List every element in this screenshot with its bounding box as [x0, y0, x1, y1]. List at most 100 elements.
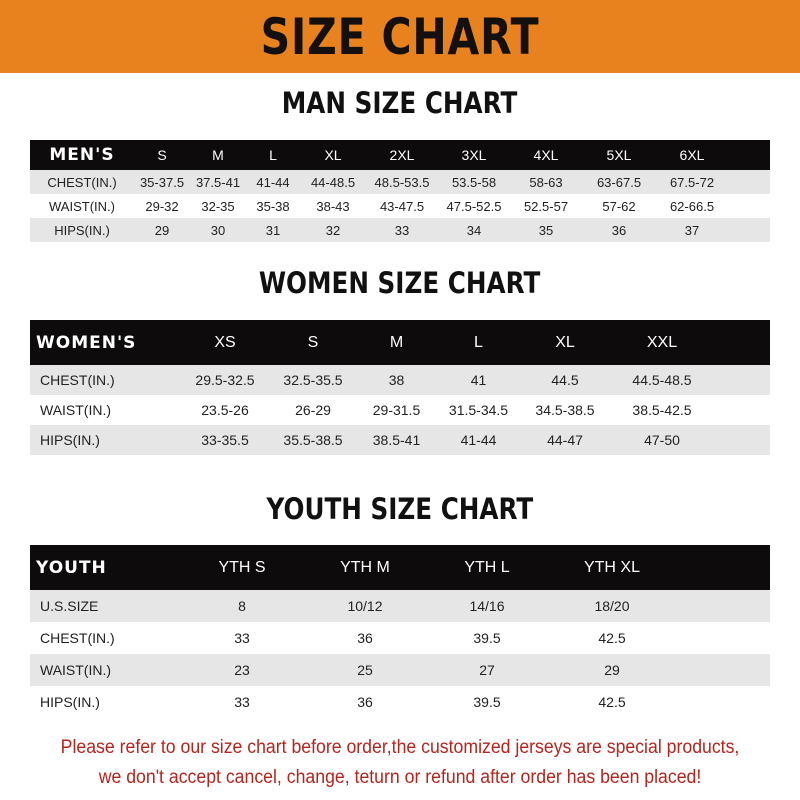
measurement-label: CHEST(IN.): [40, 630, 115, 646]
women-size-table: WOMEN'S XS S M L XL XXL CHEST(IN.) 29.5-32.5 32.5…: [30, 320, 770, 455]
size-column-header: 3XL: [461, 147, 487, 163]
table-cell: 36: [611, 222, 627, 238]
table-row: CHEST(IN.) 33 36 39.5 42.5: [30, 622, 770, 654]
table-cell: 29-31.5: [372, 402, 421, 418]
size-column-header: YTH L: [464, 558, 510, 576]
size-column-header: S: [307, 333, 319, 351]
table-header-row: YOUTH YTH S YTH M YTH L YTH XL: [30, 545, 770, 590]
table-cell: 35-37.5: [139, 174, 185, 190]
table-cell: 47.5-52.5: [446, 198, 502, 214]
table-cell: 14/16: [469, 598, 505, 614]
table-cell: 29-32: [145, 198, 179, 214]
table-cell: 58-63: [529, 174, 563, 190]
measurement-label: CHEST(IN.): [40, 372, 115, 388]
measurement-label: WAIST(IN.): [49, 198, 115, 214]
table-cell: 34.5-38.5: [535, 402, 595, 418]
table-row: HIPS(IN.) 33 36 39.5 42.5: [30, 686, 770, 718]
size-column-header: S: [157, 147, 167, 163]
table-cell: 33: [234, 630, 250, 646]
order-notice: Please refer to our size chart before or…: [0, 733, 800, 793]
size-column-header: YTH S: [218, 558, 266, 576]
measurement-label: WAIST(IN.): [40, 662, 112, 678]
table-cell: 35: [538, 222, 554, 238]
table-cell: 39.5: [473, 630, 501, 646]
measurement-label: HIPS(IN.): [40, 694, 100, 710]
table-row: WAIST(IN.) 23 25 27 29: [30, 654, 770, 686]
measurement-label: CHEST(IN.): [47, 174, 117, 190]
men-section-title: MAN SIZE CHART: [282, 86, 518, 120]
men-size-table: MEN'S S M L XL 2XL 3XL 4XL 5XL 6XL CHEST(IN.) 35-37…: [30, 140, 770, 242]
size-column-header: 2XL: [389, 147, 415, 163]
size-column-header: 4XL: [533, 147, 559, 163]
table-cell: 44-47: [547, 432, 583, 448]
size-column-header: YTH M: [340, 558, 390, 576]
table-cell: 34: [466, 222, 482, 238]
table-header-row: WOMEN'S XS S M L XL XXL: [30, 320, 770, 365]
measurement-label: HIPS(IN.): [40, 432, 100, 448]
table-cell: 10/12: [347, 598, 383, 614]
table-cell: 42.5: [598, 694, 626, 710]
table-header-row: MEN'S S M L XL 2XL 3XL 4XL 5XL 6XL: [30, 140, 770, 170]
table-cell: 33: [394, 222, 410, 238]
table-cell: 23.5-26: [201, 402, 249, 418]
size-column-header: M: [389, 333, 404, 351]
measurement-label: HIPS(IN.): [54, 222, 110, 238]
table-cell: 23: [234, 662, 250, 678]
table-category-label: WOMEN'S: [36, 332, 137, 353]
size-column-header: XL: [555, 333, 575, 351]
table-row: CHEST(IN.) 29.5-32.5 32.5-35.5 38 41 44.5 44.5…: [30, 365, 770, 395]
table-cell: 43-47.5: [379, 198, 425, 214]
table-category-label: YOUTH: [36, 557, 107, 578]
table-cell: 38.5-42.5: [632, 402, 692, 418]
table-cell: 48.5-53.5: [374, 174, 430, 190]
size-column-header: XXL: [646, 333, 678, 351]
table-cell: 8: [238, 598, 246, 614]
table-row: HIPS(IN.) 29 30 31 32 33 34 35 36 37: [30, 218, 770, 242]
banner-title: SIZE CHART: [260, 7, 540, 66]
table-cell: 27: [479, 662, 495, 678]
table-cell: 42.5: [598, 630, 626, 646]
youth-section-title: YOUTH SIZE CHART: [266, 492, 534, 526]
table-cell: 52.5-57: [523, 198, 569, 214]
size-column-header: 5XL: [606, 147, 632, 163]
table-row: U.S.SIZE 8 10/12 14/16 18/20: [30, 590, 770, 622]
youth-size-table: YOUTH YTH S YTH M YTH L YTH XL U.S.SIZE 8 10/12…: [30, 545, 770, 718]
table-cell: 37: [684, 222, 700, 238]
table-cell: 32: [325, 222, 341, 238]
table-cell: 33-35.5: [201, 432, 249, 448]
table-category-label: MEN'S: [49, 145, 115, 165]
table-cell: 29: [604, 662, 620, 678]
table-row: WAIST(IN.) 23.5-26 26-29 29-31.5 31.5-34.5 34…: [30, 395, 770, 425]
table-cell: 41-44: [256, 174, 290, 190]
women-section-title: WOMEN SIZE CHART: [259, 266, 541, 300]
table-cell: 25: [357, 662, 373, 678]
table-cell: 38-43: [316, 198, 350, 214]
table-cell: 62-66.5: [669, 198, 715, 214]
table-row: HIPS(IN.) 33-35.5 35.5-38.5 38.5-41 41-44 44-…: [30, 425, 770, 455]
table-cell: 57-62: [602, 198, 636, 214]
size-column-header: YTH XL: [583, 558, 640, 576]
table-cell: 32-35: [201, 198, 235, 214]
table-row: WAIST(IN.) 29-32 32-35 35-38 38-43 43-47.5 47.…: [30, 194, 770, 218]
size-column-header: M: [212, 147, 224, 163]
notice-line-1: Please refer to our size chart before or…: [60, 737, 740, 758]
table-cell: 47-50: [644, 432, 680, 448]
size-column-header: L: [269, 147, 277, 163]
table-cell: 63-67.5: [596, 174, 642, 190]
size-column-header: 6XL: [679, 147, 705, 163]
table-cell: 31: [265, 222, 281, 238]
table-cell: 18/20: [594, 598, 630, 614]
size-chart-banner: SIZE CHART: [0, 0, 800, 73]
size-column-header: XS: [214, 333, 236, 351]
table-cell: 35-38: [256, 198, 290, 214]
table-row: CHEST(IN.) 35-37.5 37.5-41 41-44 44-48.5 48.5…: [30, 170, 770, 194]
size-column-header: XL: [324, 147, 342, 163]
table-cell: 30: [210, 222, 226, 238]
table-cell: 39.5: [473, 694, 501, 710]
table-cell: 44.5-48.5: [632, 372, 692, 388]
table-cell: 29.5-32.5: [195, 372, 255, 388]
table-cell: 44-48.5: [310, 174, 356, 190]
size-column-header: L: [474, 333, 483, 351]
table-cell: 37.5-41: [195, 174, 241, 190]
table-cell: 36: [357, 694, 373, 710]
